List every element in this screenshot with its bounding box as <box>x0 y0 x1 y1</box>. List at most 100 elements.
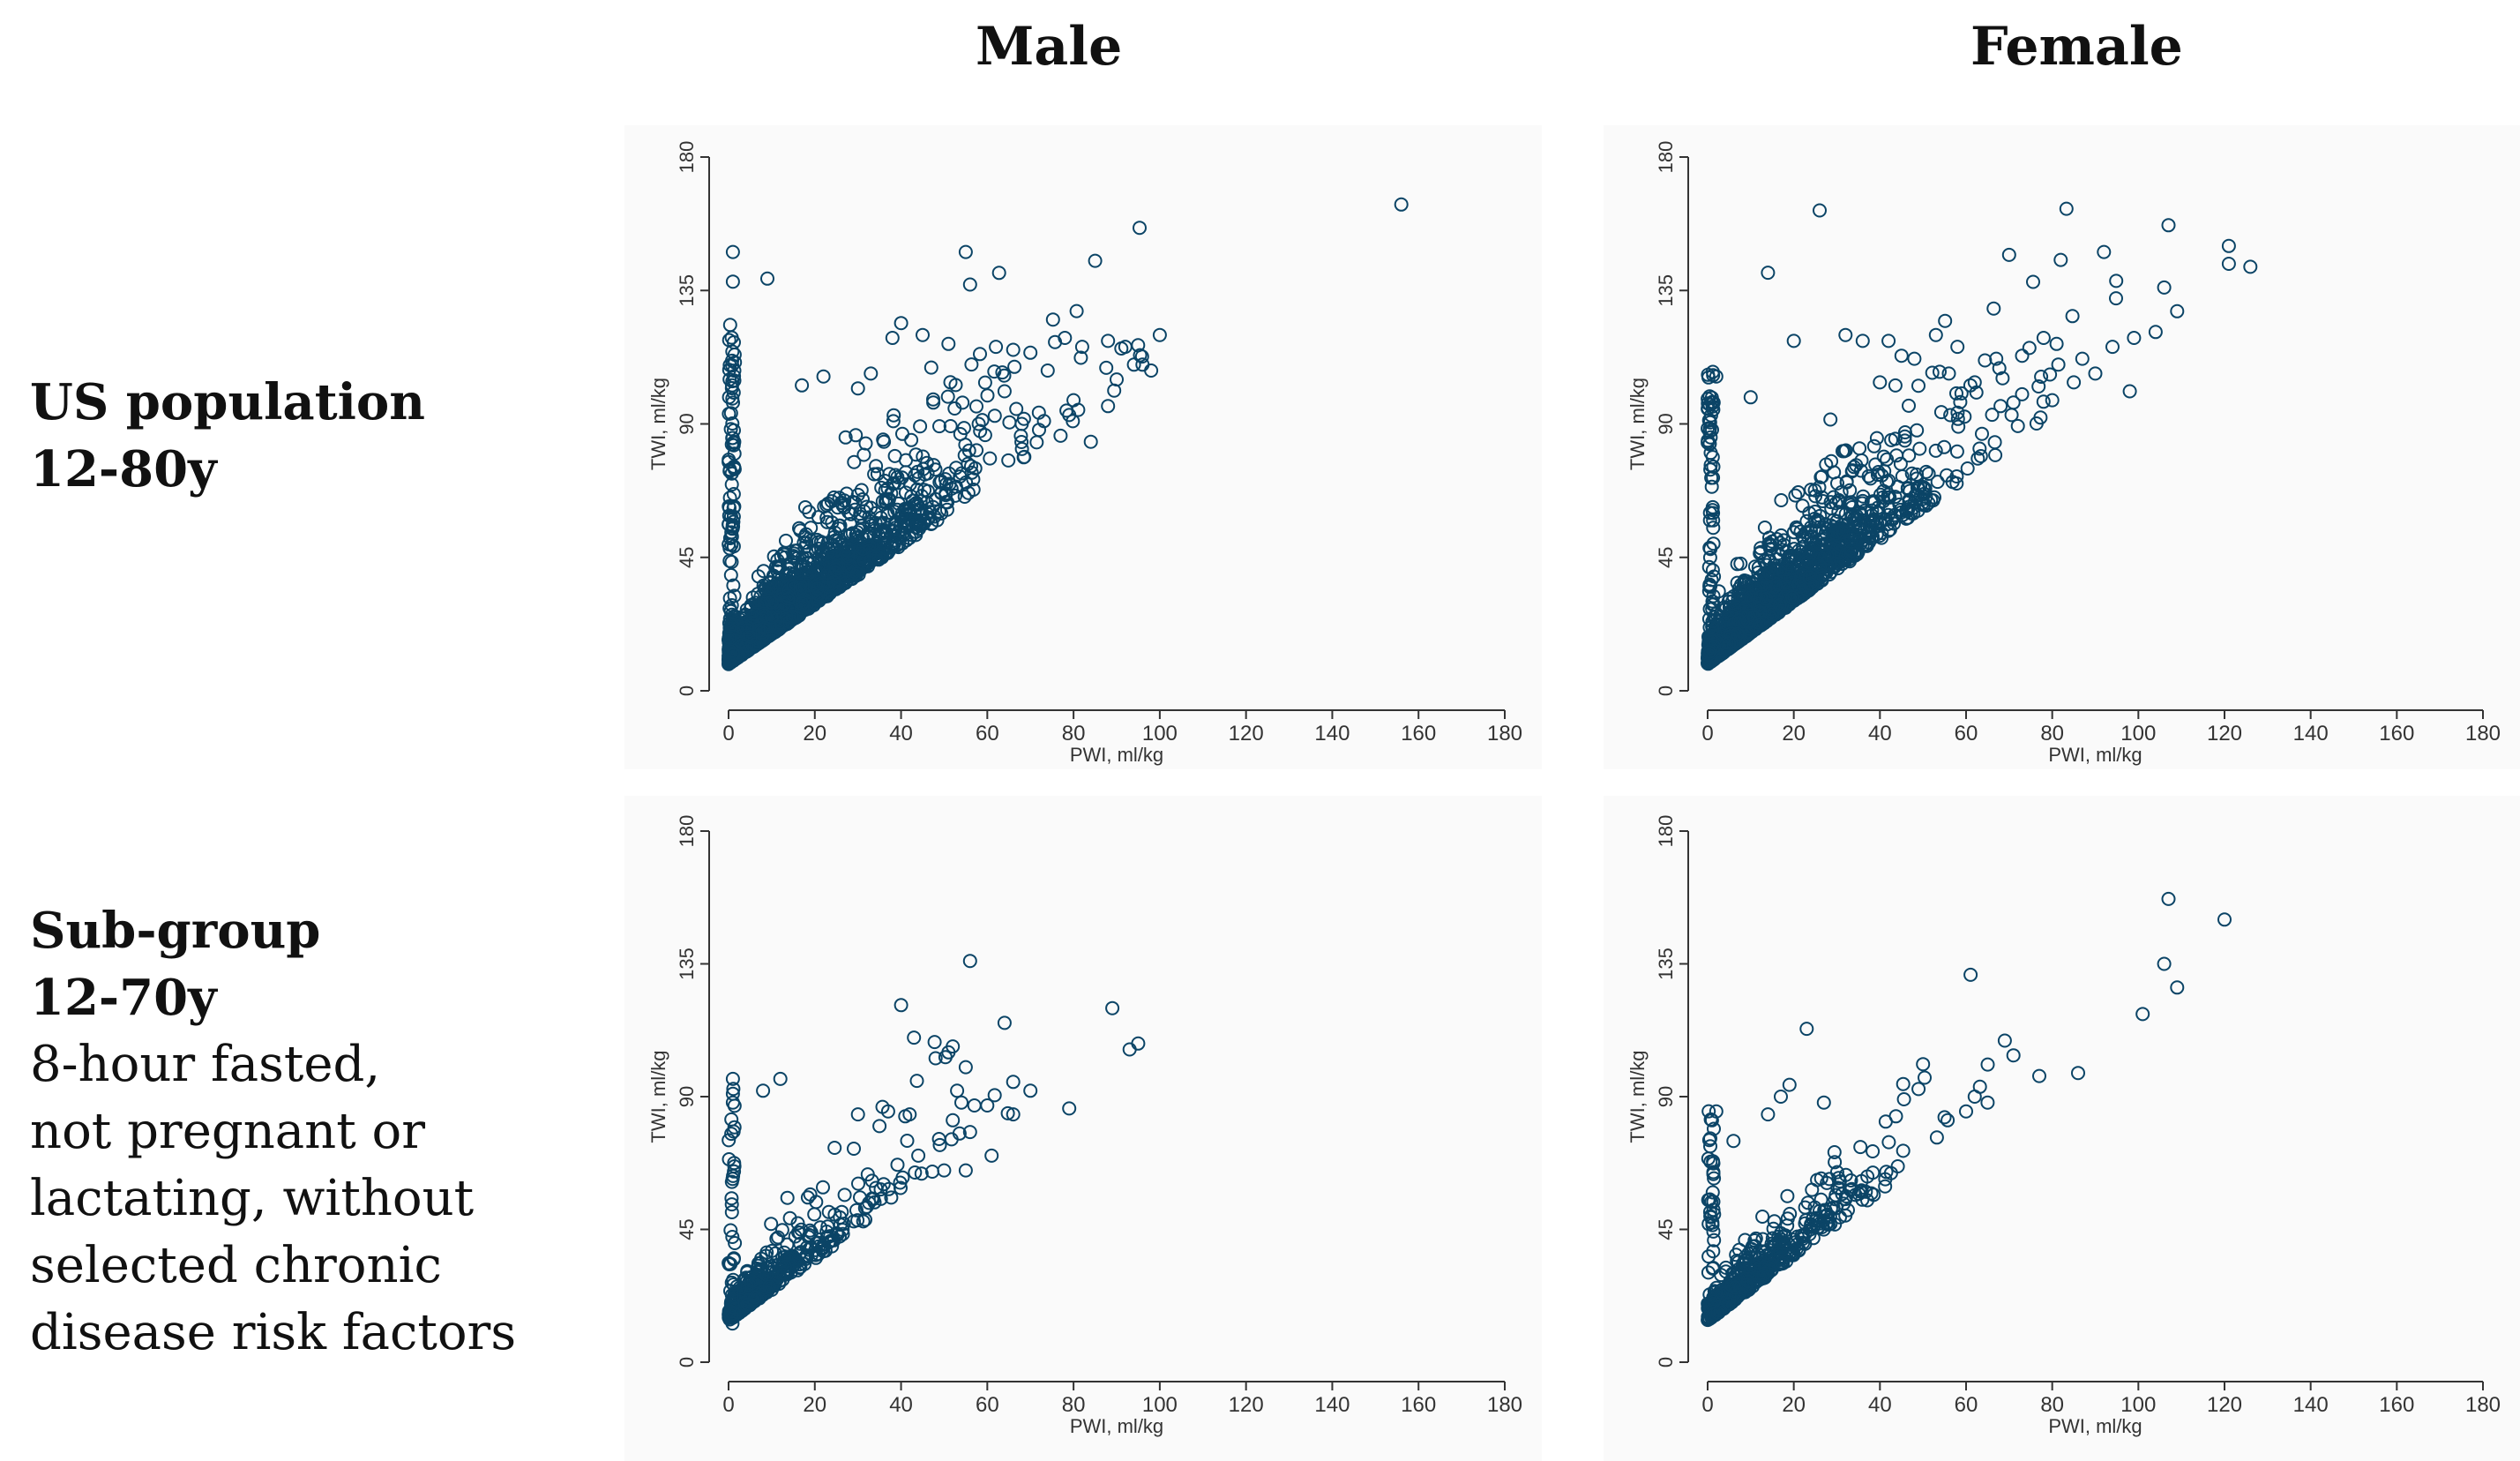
data-point <box>957 490 972 504</box>
data-point <box>1002 415 1017 430</box>
y-tick-label: 180 <box>1655 141 1677 174</box>
data-point <box>864 500 879 515</box>
data-point <box>848 502 863 517</box>
data-point <box>1045 312 1060 327</box>
data-point <box>930 513 945 528</box>
y-tick-label: 135 <box>676 274 698 307</box>
data-point <box>1101 399 1116 414</box>
data-points <box>722 197 1409 671</box>
data-point <box>989 340 1004 355</box>
data-point <box>1827 465 1842 480</box>
data-point <box>975 413 990 428</box>
data-points <box>1701 201 2258 671</box>
x-axis-title: PWI, ml/kg <box>1070 744 1163 766</box>
x-tick-label: 160 <box>2379 722 2414 745</box>
x-tick-label: 100 <box>2120 722 2156 745</box>
x-tick-label: 60 <box>1955 722 1978 745</box>
x-tick-label: 20 <box>803 722 826 745</box>
data-point <box>909 528 924 543</box>
data-point <box>962 277 977 292</box>
data-point <box>885 331 900 345</box>
data-point <box>958 438 973 453</box>
data-point <box>1930 475 1945 490</box>
data-point <box>926 458 941 473</box>
x-tick-label: 180 <box>2465 722 2501 745</box>
data-point <box>1869 431 1884 446</box>
row-label-sub-line6: selected chronic <box>30 1237 442 1294</box>
column-header-male: Male <box>976 16 1123 78</box>
data-point <box>901 519 916 534</box>
data-point <box>1110 372 1124 387</box>
y-tick-label: 180 <box>676 141 698 174</box>
y-tick-label: 90 <box>676 413 698 434</box>
data-point <box>885 537 900 552</box>
data-point <box>816 369 831 384</box>
x-tick-label: 120 <box>2207 722 2242 745</box>
data-point <box>938 476 953 491</box>
x-tick-label: 40 <box>889 722 913 745</box>
data-point <box>838 430 853 445</box>
data-point <box>825 515 840 530</box>
y-axis-title: TWI, ml/kg <box>647 378 669 470</box>
y-tick-label: 45 <box>676 547 698 568</box>
data-point <box>1066 393 1081 408</box>
data-point <box>961 485 976 500</box>
data-point <box>917 483 932 498</box>
row-label-sub-line7: disease risk factors <box>30 1304 517 1361</box>
data-point <box>1975 426 1989 441</box>
data-point <box>977 375 992 390</box>
data-point <box>1394 197 1409 212</box>
data-point <box>2026 274 2040 289</box>
data-point <box>964 465 979 480</box>
row-label-sub-line5: lactating, without <box>30 1170 475 1227</box>
data-point <box>894 316 909 331</box>
data-point <box>786 551 801 565</box>
panel-background-us-female <box>1604 125 2520 769</box>
x-tick-label: 160 <box>1401 722 1436 745</box>
data-point <box>877 515 892 530</box>
x-tick-label: 80 <box>1062 722 1086 745</box>
data-point <box>1910 423 1925 438</box>
x-tick-label: 60 <box>976 722 999 745</box>
x-tick-label: 140 <box>2293 722 2329 745</box>
data-point <box>923 505 938 520</box>
data-point <box>958 244 973 259</box>
data-point <box>1949 476 1964 491</box>
data-point <box>760 271 774 286</box>
data-point <box>1988 447 2003 462</box>
data-point <box>869 459 884 474</box>
y-axis-title: TWI, ml/kg <box>1626 378 1649 470</box>
data-point <box>941 336 956 351</box>
data-point <box>1152 327 1167 342</box>
data-point <box>991 266 1006 281</box>
data-point <box>908 468 923 483</box>
y-tick-label: 0 <box>676 686 698 696</box>
data-point <box>1053 428 1068 443</box>
panel-background-us-male <box>624 125 1542 769</box>
data-point <box>997 384 1012 399</box>
data-point <box>1978 353 1993 368</box>
data-point <box>1069 303 1084 318</box>
x-tick-label: 0 <box>1701 722 1713 745</box>
data-point <box>1001 453 1016 468</box>
data-point <box>1006 342 1021 357</box>
data-point <box>2065 309 2080 324</box>
data-point <box>942 466 957 481</box>
data-point <box>1925 365 1940 380</box>
data-point <box>1911 378 1926 393</box>
data-point <box>858 436 873 451</box>
data-point <box>1144 363 1159 378</box>
data-point <box>924 360 938 375</box>
data-point <box>832 491 847 506</box>
data-point <box>957 421 971 436</box>
data-point <box>904 432 919 447</box>
x-tick-label: 100 <box>1142 722 1178 745</box>
data-point <box>1960 461 1975 476</box>
data-point <box>1014 435 1029 449</box>
data-point <box>2059 201 2074 216</box>
data-point <box>795 378 810 393</box>
data-point <box>852 522 867 537</box>
data-point <box>1029 435 1044 450</box>
y-tick-label: 90 <box>1655 413 1677 434</box>
